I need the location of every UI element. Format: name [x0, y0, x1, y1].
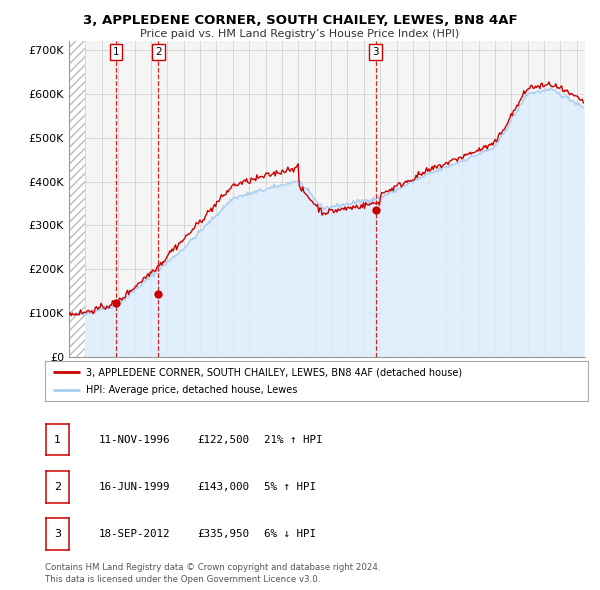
Text: 21% ↑ HPI: 21% ↑ HPI	[264, 435, 323, 444]
Text: 2: 2	[54, 482, 61, 491]
Text: Price paid vs. HM Land Registry’s House Price Index (HPI): Price paid vs. HM Land Registry’s House …	[140, 30, 460, 39]
Text: 2: 2	[155, 47, 162, 57]
Text: HPI: Average price, detached house, Lewes: HPI: Average price, detached house, Lewe…	[86, 385, 297, 395]
Bar	[69, 41, 85, 357]
Text: 1: 1	[54, 435, 61, 444]
Text: 3, APPLEDENE CORNER, SOUTH CHAILEY, LEWES, BN8 4AF: 3, APPLEDENE CORNER, SOUTH CHAILEY, LEWE…	[83, 14, 517, 27]
Text: Contains HM Land Registry data © Crown copyright and database right 2024.
This d: Contains HM Land Registry data © Crown c…	[45, 563, 380, 584]
Text: 3: 3	[54, 529, 61, 539]
Text: 11-NOV-1996: 11-NOV-1996	[99, 435, 170, 444]
Text: 1: 1	[113, 47, 119, 57]
Text: 16-JUN-1999: 16-JUN-1999	[99, 482, 170, 491]
Text: £122,500: £122,500	[197, 435, 249, 444]
Text: 18-SEP-2012: 18-SEP-2012	[99, 529, 170, 539]
Text: 3, APPLEDENE CORNER, SOUTH CHAILEY, LEWES, BN8 4AF (detached house): 3, APPLEDENE CORNER, SOUTH CHAILEY, LEWE…	[86, 368, 462, 378]
Text: £335,950: £335,950	[197, 529, 249, 539]
Text: 3: 3	[373, 47, 379, 57]
Text: £143,000: £143,000	[197, 482, 249, 491]
Text: 5% ↑ HPI: 5% ↑ HPI	[264, 482, 316, 491]
Bar	[69, 41, 85, 357]
Text: 6% ↓ HPI: 6% ↓ HPI	[264, 529, 316, 539]
